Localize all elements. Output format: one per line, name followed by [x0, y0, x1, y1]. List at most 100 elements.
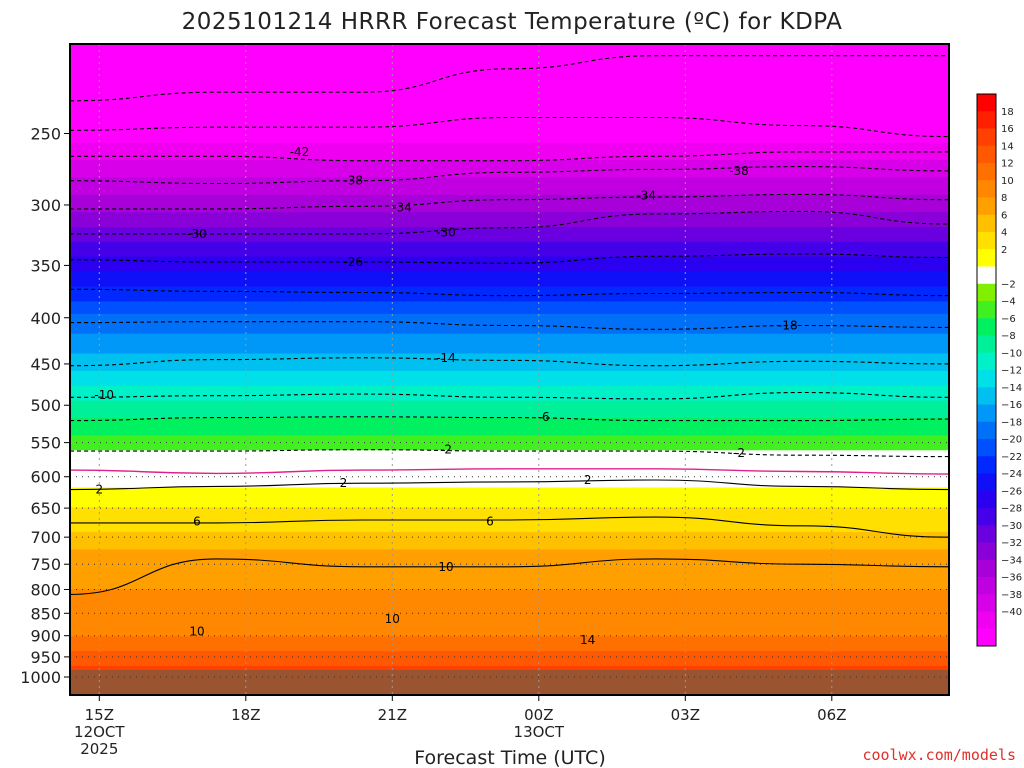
temperature-band: [70, 147, 949, 151]
colorbar-label: −6: [1001, 314, 1016, 325]
temperature-band: [70, 135, 949, 139]
y-tick-label: 650: [30, 499, 61, 518]
temperature-band: [70, 378, 949, 382]
temperature-band: [70, 323, 949, 327]
temperature-band: [70, 596, 949, 600]
temperature-band: [70, 105, 949, 109]
temperature-band: [70, 356, 949, 360]
temperature-band: [70, 261, 949, 265]
temperature-band: [70, 241, 949, 246]
temperature-band: [70, 83, 949, 87]
colorbar-swatch: [977, 577, 996, 595]
temperature-band: [70, 658, 949, 662]
temperature-band: [70, 569, 949, 573]
temperature-band: [70, 207, 949, 211]
temperature-band: [70, 616, 949, 620]
temperature-band: [70, 44, 949, 47]
isotherm-label: -14: [436, 351, 456, 365]
colorbar-label: −30: [1001, 521, 1022, 532]
temperature-band: [70, 534, 949, 538]
colorbar-swatch: [977, 301, 996, 319]
temperature-band: [70, 63, 949, 67]
temperature-band: [70, 524, 949, 528]
temperature-band: [70, 318, 949, 322]
temperature-band: [70, 122, 949, 126]
temperature-band: [70, 192, 949, 196]
temperature-band: [70, 343, 949, 347]
temperature-band: [70, 502, 949, 506]
y-tick-label: 450: [30, 355, 61, 374]
temperature-band: [70, 130, 949, 134]
colorbar-label: −34: [1001, 555, 1022, 566]
colorbar-label: −12: [1001, 366, 1022, 377]
temperature-band: [70, 519, 949, 523]
credit-text: coolwx.com/models: [862, 746, 1016, 764]
colorbar-label: 18: [1001, 107, 1014, 118]
colorbar-label: −10: [1001, 348, 1022, 359]
temperature-band: [70, 358, 949, 362]
temperature-band: [70, 651, 949, 655]
temperature-band: [70, 432, 949, 436]
x-tick-label: 00Z: [524, 706, 553, 724]
temperature-band: [70, 636, 949, 640]
colorbar-swatch: [977, 421, 996, 440]
colorbar-label: 12: [1001, 159, 1014, 170]
temperature-band: [70, 653, 949, 657]
temperature-band: [70, 542, 949, 546]
temperature-band: [70, 150, 949, 154]
temperature-band: [70, 368, 949, 372]
y-tick-label: 550: [30, 434, 61, 453]
temperature-band: [70, 623, 949, 627]
temperature-band: [70, 117, 949, 121]
temperature-band: [70, 427, 949, 432]
temperature-band: [70, 70, 949, 74]
temperature-band: [70, 410, 949, 414]
temperature-band: [70, 663, 949, 667]
isotherm-label: 6: [193, 515, 201, 529]
temperature-band: [70, 477, 949, 481]
temperature-band: [70, 65, 949, 69]
temperature-band: [70, 331, 949, 335]
colorbar-swatch: [977, 249, 996, 267]
x-tick-label: 03Z: [671, 706, 700, 724]
temperature-band: [70, 586, 949, 590]
colorbar-label: −2: [1001, 279, 1016, 290]
temperature-band: [70, 112, 949, 117]
temperature-band: [70, 50, 949, 55]
colorbar-swatch: [977, 611, 996, 630]
colorbar-swatch: [977, 94, 996, 112]
temperature-band: [70, 437, 949, 441]
temperature-band: [70, 470, 949, 474]
colorbar-swatch: [977, 232, 996, 250]
temperature-band: [70, 197, 949, 201]
temperature-band: [70, 107, 949, 112]
y-tick-label: 900: [30, 627, 61, 646]
colorbar-label: −22: [1001, 452, 1022, 463]
temperature-band: [70, 390, 949, 394]
temperature-band: [70, 566, 949, 570]
colorbar-swatch: [977, 370, 996, 388]
temperature-band: [70, 380, 949, 384]
temperature-band: [70, 73, 949, 77]
temperature-band: [70, 328, 949, 332]
temperature-band: [70, 626, 949, 630]
temperature-band: [70, 88, 949, 92]
temperature-band: [70, 499, 949, 503]
colorbar-label: 8: [1001, 193, 1007, 204]
colorbar-label: 10: [1001, 176, 1014, 187]
colorbar-swatch: [977, 559, 996, 578]
y-tick-label: 700: [30, 528, 61, 547]
temperature-band: [70, 388, 949, 392]
temperature-band: [70, 125, 949, 129]
temperature-band: [70, 78, 949, 82]
temperature-band: [70, 403, 949, 407]
temperature-band: [70, 442, 949, 446]
temperature-band: [70, 661, 949, 665]
temperature-band: [70, 385, 949, 389]
temperature-band: [70, 631, 949, 635]
isotherm-contours: [70, 55, 949, 595]
temperature-band: [70, 579, 949, 583]
temperature-band: [70, 174, 949, 179]
temperature-band: [70, 393, 949, 397]
y-tick-label: 750: [30, 555, 61, 574]
